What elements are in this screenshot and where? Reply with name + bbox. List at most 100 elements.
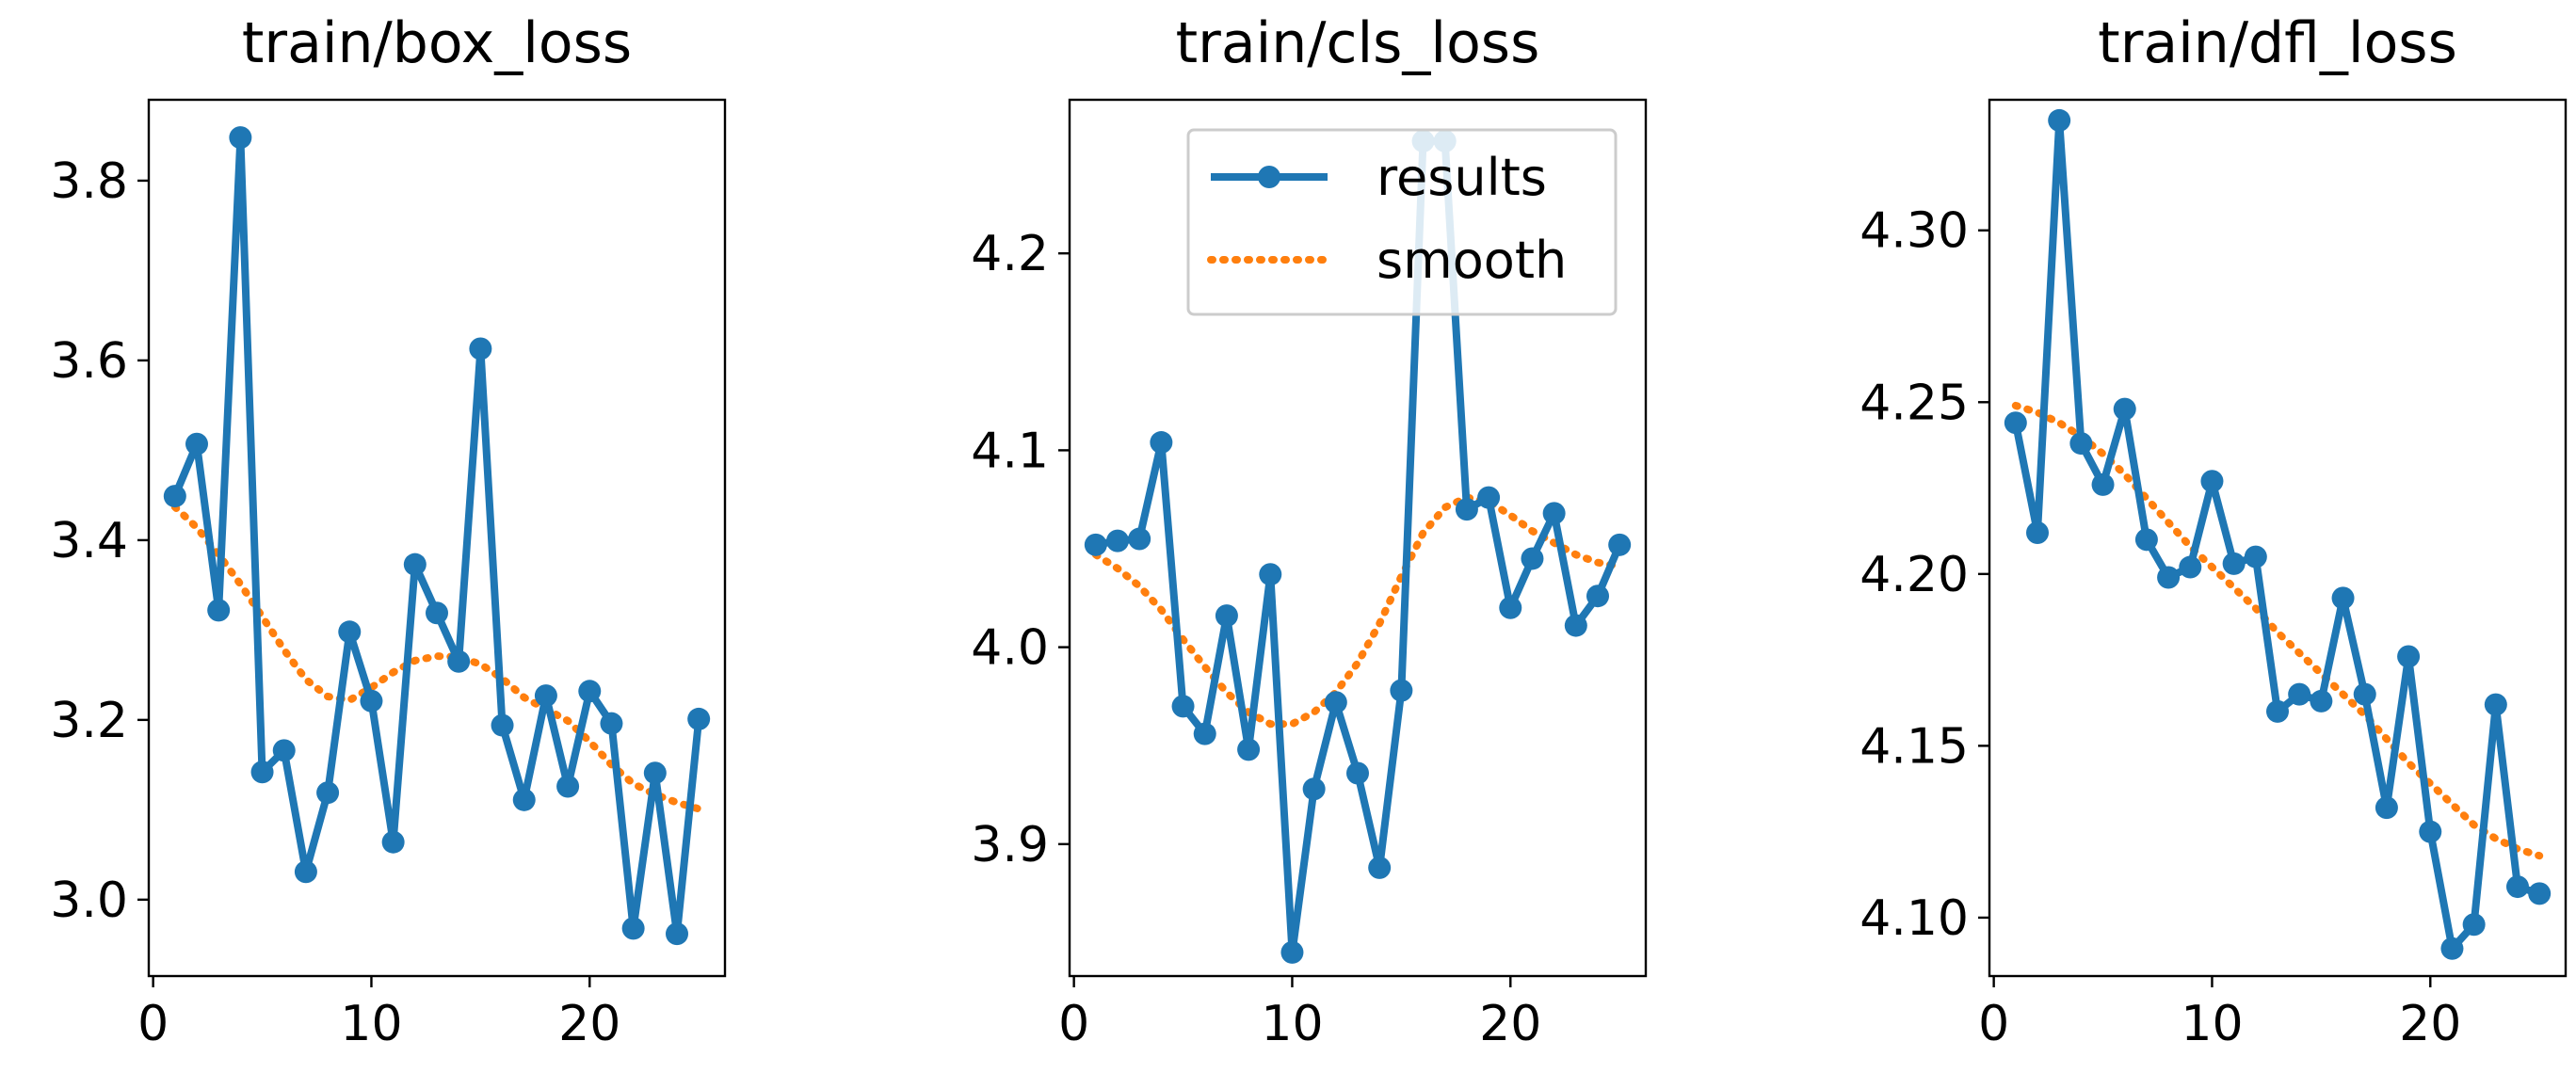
- cls-loss-results-point: [1564, 614, 1587, 637]
- box-loss-ytick-label: 3.4: [50, 513, 128, 569]
- cls-loss-results-point: [1608, 533, 1632, 556]
- dfl-loss-ytick-label: 4.10: [1860, 890, 1969, 947]
- cls-loss-results-point: [1215, 604, 1238, 628]
- box-loss-xtick-label: 20: [558, 996, 620, 1052]
- box-loss-results-point: [578, 680, 602, 703]
- cls-loss-xtick-label: 20: [1479, 996, 1541, 1052]
- cls-loss-results-point: [1324, 691, 1347, 714]
- cls-loss-results-point: [1237, 738, 1261, 761]
- dfl-loss-results-point: [2222, 552, 2246, 575]
- legend-results-marker: [1258, 166, 1280, 188]
- dfl-loss-results-point: [2506, 875, 2529, 899]
- dfl-loss-xtick-label: 20: [2399, 996, 2461, 1052]
- dfl-loss-results-point: [2397, 645, 2421, 668]
- dfl-loss-results-point: [2528, 882, 2552, 905]
- cls-loss-panel: train/cls_loss 0 10 20 3.9 4.0 4.1 4.2: [971, 10, 1648, 1052]
- dfl-loss-results-point: [2069, 432, 2093, 456]
- dfl-loss-results-point: [2134, 528, 2158, 552]
- box-loss-ytick-label: 3.0: [50, 873, 128, 929]
- box-loss-xtick-label: 10: [340, 996, 402, 1052]
- legend-results-label: results: [1377, 148, 1547, 207]
- cls-loss-ytick-label: 4.1: [971, 423, 1049, 479]
- cls-loss-results-point: [1150, 431, 1173, 455]
- box-loss-results-point: [643, 761, 667, 785]
- dfl-loss-results-point: [2419, 820, 2442, 843]
- dfl-loss-results-point: [2440, 937, 2464, 960]
- dfl-loss-results-point: [2200, 470, 2224, 493]
- cls-loss-results-point: [1521, 547, 1544, 570]
- box-loss-results-point: [491, 713, 514, 737]
- box-loss-ytick-label: 3.8: [50, 153, 128, 210]
- box-loss-results-point: [360, 689, 383, 713]
- cls-loss-results-point: [1280, 940, 1304, 964]
- box-loss-results-point: [469, 337, 492, 360]
- dfl-loss-results-point: [2353, 682, 2376, 706]
- box-loss-results-point: [600, 712, 623, 735]
- cls-loss-ytick-label: 4.2: [971, 226, 1049, 282]
- cls-loss-results-point: [1499, 596, 1522, 619]
- dfl-loss-smooth-line: [2011, 401, 2544, 860]
- dfl-loss-results-point: [2004, 411, 2027, 435]
- box-loss-ytick-label: 3.6: [50, 333, 128, 390]
- cls-loss-xtick-label: 10: [1261, 996, 1323, 1052]
- box-loss-results-point: [229, 126, 252, 150]
- box-loss-results-point: [316, 781, 340, 805]
- dfl-loss-results-point: [2157, 566, 2181, 589]
- box-loss-results-point: [534, 684, 557, 708]
- dfl-loss-results-point: [2266, 699, 2289, 723]
- box-loss-results-point: [403, 553, 427, 576]
- cls-loss-results-point: [1302, 777, 1326, 801]
- box-loss-results-point: [556, 775, 580, 798]
- box-loss-results-point: [163, 485, 186, 508]
- cls-loss-smooth-line: [1091, 493, 1624, 729]
- dfl-loss-ytick-label: 4.15: [1860, 718, 1969, 775]
- box-loss-smooth-line: [170, 503, 703, 813]
- cls-loss-axes-frame: [1068, 98, 1648, 978]
- box-loss-results-point: [207, 599, 231, 622]
- box-loss-results-point: [621, 917, 645, 940]
- dfl-loss-results-point: [2026, 521, 2049, 545]
- dfl-loss-results-point: [2179, 555, 2202, 579]
- cls-loss-results-point: [1106, 529, 1129, 553]
- cls-loss-results-point: [1477, 486, 1501, 509]
- box-loss-axes-frame: [147, 98, 727, 978]
- box-loss-results-point: [272, 739, 296, 762]
- box-loss-results-point: [381, 830, 405, 854]
- dfl-loss-results-point: [2244, 545, 2267, 569]
- box-loss-results-point: [426, 601, 448, 625]
- legend: results smooth: [1186, 128, 1618, 316]
- dfl-loss-panel: train/dfl_loss 0 10 20 4.10 4.15 4.20 4.25 4.30: [1860, 10, 2568, 1052]
- box-loss-results-point: [512, 788, 536, 811]
- cls-loss-results-point: [1390, 679, 1413, 702]
- cls-loss-results-point: [1084, 533, 1107, 556]
- cls-loss-results-point: [1128, 527, 1151, 551]
- dfl-loss-results-point: [2113, 397, 2136, 421]
- box-loss-title: train/box_loss: [242, 10, 632, 76]
- cls-loss-results-point: [1455, 498, 1478, 521]
- dfl-loss-ytick-label: 4.30: [1860, 203, 1969, 260]
- box-loss-xtick-label: 0: [137, 996, 169, 1052]
- cls-loss-results-point: [1586, 585, 1609, 608]
- legend-smooth-label: smooth: [1377, 231, 1567, 290]
- box-loss-results-point: [185, 432, 208, 456]
- dfl-loss-results-point: [2375, 796, 2398, 820]
- cls-loss-results-point: [1368, 856, 1392, 879]
- box-loss-results-point: [338, 620, 362, 644]
- cls-loss-results-point: [1542, 502, 1566, 525]
- cls-loss-ytick-label: 3.9: [971, 817, 1049, 873]
- cls-loss-ytick-label: 4.0: [971, 620, 1049, 677]
- box-loss-results-point: [666, 922, 688, 946]
- dfl-loss-results-point: [2048, 108, 2071, 132]
- dfl-loss-results-point: [2331, 586, 2355, 610]
- dfl-loss-xtick-label: 0: [1978, 996, 2009, 1052]
- box-loss-results-point: [687, 707, 711, 730]
- dfl-loss-results-point: [2310, 689, 2333, 713]
- dfl-loss-title: train/dfl_loss: [2098, 10, 2457, 76]
- box-loss-panel: train/box_loss 0 10 20 3.0 3.2 3.4 3.6 3.8: [50, 10, 727, 1052]
- box-loss-results-point: [447, 649, 471, 673]
- dfl-loss-results-point: [2462, 913, 2486, 937]
- dfl-loss-axes-frame: [1988, 98, 2568, 978]
- box-loss-results-point: [250, 761, 274, 784]
- box-loss-results-point: [294, 860, 317, 884]
